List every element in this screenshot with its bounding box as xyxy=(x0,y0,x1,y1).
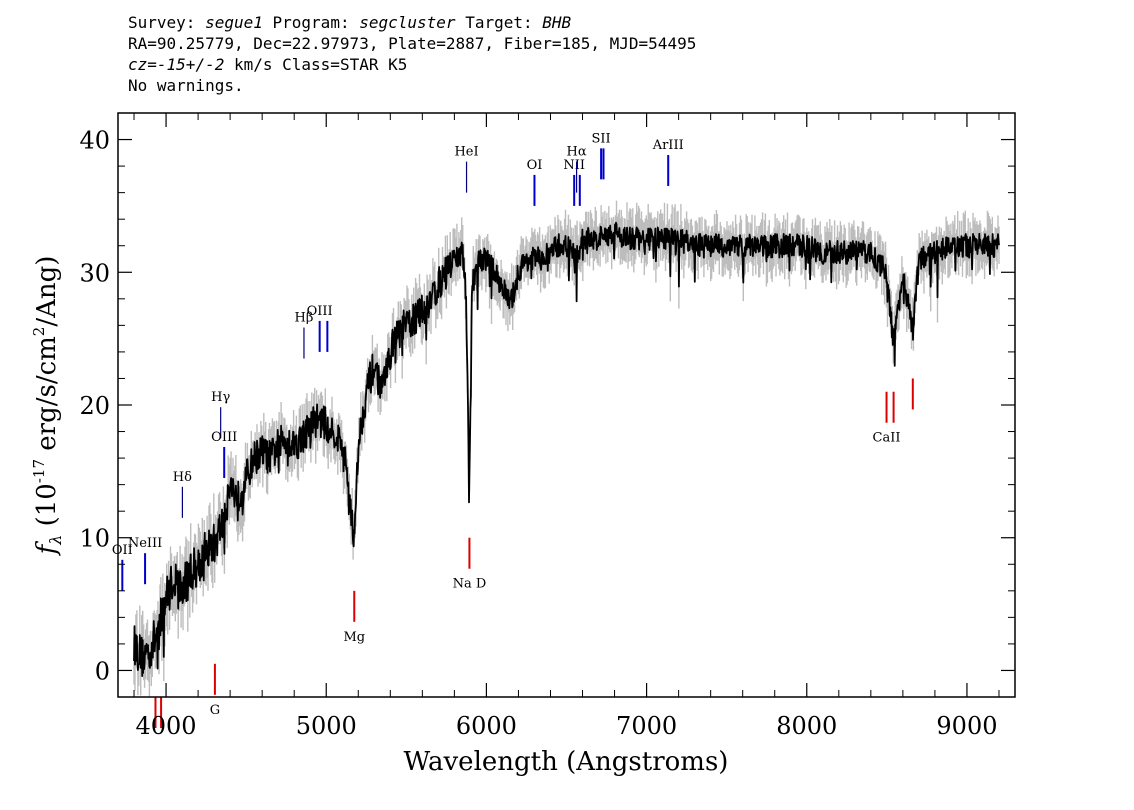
program-value: segcluster xyxy=(359,13,456,32)
emission-line-label: OII xyxy=(112,543,133,558)
spectrum-header: Survey: segue1 Program: segcluster Targe… xyxy=(128,12,696,96)
survey-value: segue1 xyxy=(205,13,263,32)
x-tick-label: 5000 xyxy=(296,712,357,740)
y-tick-label: 40 xyxy=(79,127,110,155)
x-tick-label: 6000 xyxy=(456,712,517,740)
emission-line-label: HeI xyxy=(454,145,478,160)
flux-series xyxy=(133,221,1000,677)
emission-line-label: SII xyxy=(592,131,611,146)
flux-line xyxy=(133,221,1000,677)
emission-line-label: OI xyxy=(527,158,543,173)
emission-line-label: NeIII xyxy=(128,536,162,551)
x-tick-label: 8000 xyxy=(776,712,837,740)
x-tick-label: 9000 xyxy=(936,712,997,740)
header-line-1: Survey: segue1 Program: segcluster Targe… xyxy=(128,12,696,33)
absorption-line-label: CaII xyxy=(873,431,901,446)
axis-ticks: 4000 5000 6000 7000 8000 9000 0 10 20 30 40 xyxy=(79,112,1015,740)
header-line-2: RA=90.25779, Dec=22.97973, Plate=2887, F… xyxy=(128,34,697,53)
emission-line-label: Hγ xyxy=(211,390,230,405)
absorption-line-label: Mg xyxy=(343,630,365,645)
emission-line-label: OIII xyxy=(307,304,333,319)
x-tick-label: 4000 xyxy=(136,712,197,740)
plot-frame xyxy=(117,112,1016,698)
emission-line-label: NII xyxy=(563,158,585,173)
emission-line-label: Hδ xyxy=(173,470,192,485)
emission-line-label: Hα xyxy=(567,145,587,160)
y-tick-label: 0 xyxy=(95,657,110,685)
absorption-line-label: G xyxy=(210,703,220,718)
program-label: Program: xyxy=(272,13,350,32)
cz-rest: km/s Class=STAR K5 xyxy=(224,55,408,74)
cz-value: -15+/-2 xyxy=(156,55,225,74)
header-line-3: cz=-15+/-2 km/s Class=STAR K5 xyxy=(128,54,696,75)
x-axis-label: Wavelength (Angstroms) xyxy=(404,747,729,777)
emission-line-label: OIII xyxy=(211,430,237,445)
x-tick-label: 7000 xyxy=(616,712,677,740)
header-line-4: No warnings. xyxy=(128,76,244,95)
emission-line-label: Hβ xyxy=(295,311,314,326)
target-value: BHB xyxy=(542,13,572,32)
cz-label: cz= xyxy=(128,55,157,74)
y-axis-label: fλ (10-17 erg/s/cm2/Ang) xyxy=(30,256,65,557)
absorption-line-label: Na D xyxy=(453,577,487,592)
survey-label: Survey: xyxy=(128,13,196,32)
y-tick-label: 30 xyxy=(79,259,110,287)
target-label: Target: xyxy=(465,13,533,32)
emission-line-label: ArIII xyxy=(652,138,684,153)
y-tick-label: 10 xyxy=(79,525,110,553)
y-tick-label: 20 xyxy=(79,392,110,420)
